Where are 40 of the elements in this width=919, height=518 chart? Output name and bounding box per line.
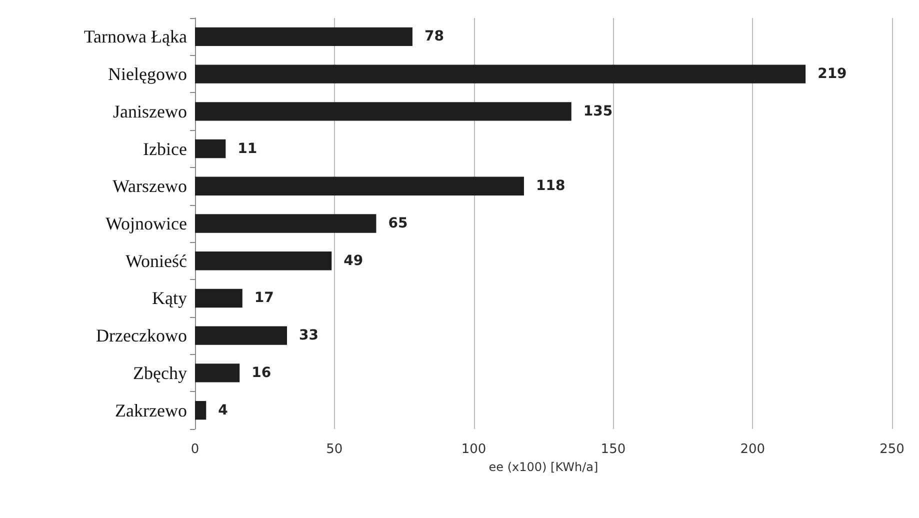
data-label: 11 <box>238 140 258 157</box>
x-tick-label: 100 <box>461 442 486 457</box>
bar <box>195 400 206 420</box>
bar <box>195 326 288 345</box>
data-label: 135 <box>583 103 613 120</box>
data-label: 78 <box>424 28 444 45</box>
y-tick-label: Drzeczkowo <box>96 326 187 346</box>
x-tick-label: 50 <box>326 442 343 457</box>
y-tick-label: Wonieść <box>125 250 187 271</box>
y-tick-label: Zakrzewo <box>115 400 187 420</box>
bar <box>195 364 240 382</box>
x-tick-label: 250 <box>880 442 904 457</box>
y-tick-label: Kąty <box>152 288 187 308</box>
y-tick-label: Warszewo <box>112 176 187 196</box>
y-tick-label: Zbęchy <box>133 362 187 383</box>
bar <box>195 27 412 46</box>
bar <box>195 214 376 233</box>
x-axis-title: ee (x100) [KWh/a] <box>488 460 598 474</box>
x-tick-label: 0 <box>190 442 200 457</box>
y-tick-label: Tarnowa Łąka <box>84 26 188 47</box>
x-tick-label: 200 <box>740 442 766 457</box>
bar <box>195 139 226 158</box>
data-label: 33 <box>299 328 318 344</box>
data-label: 17 <box>254 290 274 306</box>
bar <box>195 252 332 270</box>
data-label: 16 <box>252 364 272 381</box>
y-tick-label: Nielęgowo <box>108 64 187 84</box>
bar <box>195 176 524 196</box>
y-tick-label: Janiszewo <box>113 101 187 122</box>
data-label: 65 <box>388 216 408 232</box>
data-label: 49 <box>344 252 364 269</box>
bar <box>195 288 242 308</box>
x-tick-label: 150 <box>600 442 626 457</box>
bar <box>195 64 806 84</box>
data-label: 219 <box>818 66 847 82</box>
data-label: 4 <box>218 402 228 418</box>
bar <box>195 102 572 121</box>
y-tick-label: Wojnowice <box>105 214 188 234</box>
y-tick-label: Izbice <box>143 138 188 159</box>
data-label: 118 <box>536 178 566 194</box>
